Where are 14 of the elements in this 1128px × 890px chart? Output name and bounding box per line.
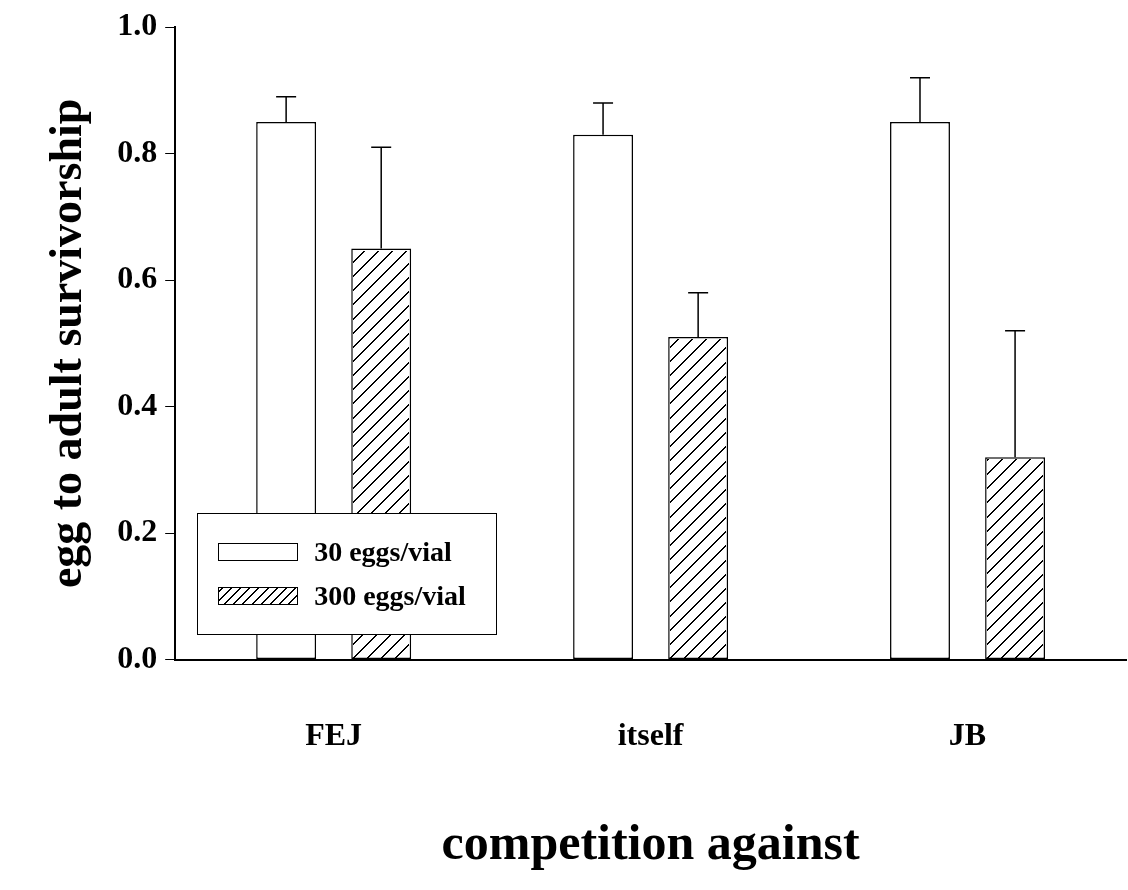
x-tick-label: itself bbox=[617, 716, 684, 753]
x-tick-label: FEJ bbox=[305, 716, 363, 753]
x-axis-title: competition against bbox=[441, 813, 860, 870]
legend-label: 300 eggs/vial bbox=[314, 579, 466, 612]
y-tick-label: 0.6 bbox=[117, 259, 158, 296]
y-tick-label: 0.4 bbox=[117, 385, 158, 422]
legend: 30 eggs/vial 300 eggs/vial bbox=[197, 512, 497, 635]
y-tick-label: 0.8 bbox=[117, 132, 158, 169]
y-tick-label: 0.0 bbox=[117, 638, 158, 675]
y-tick-label: 0.2 bbox=[117, 512, 158, 549]
y-tick-label: 1.0 bbox=[117, 6, 158, 43]
y-axis-title: egg to adult survivorship bbox=[40, 98, 92, 589]
series-label: 30 eggs/vial bbox=[314, 535, 452, 568]
x-tick-label: JB bbox=[948, 716, 987, 753]
